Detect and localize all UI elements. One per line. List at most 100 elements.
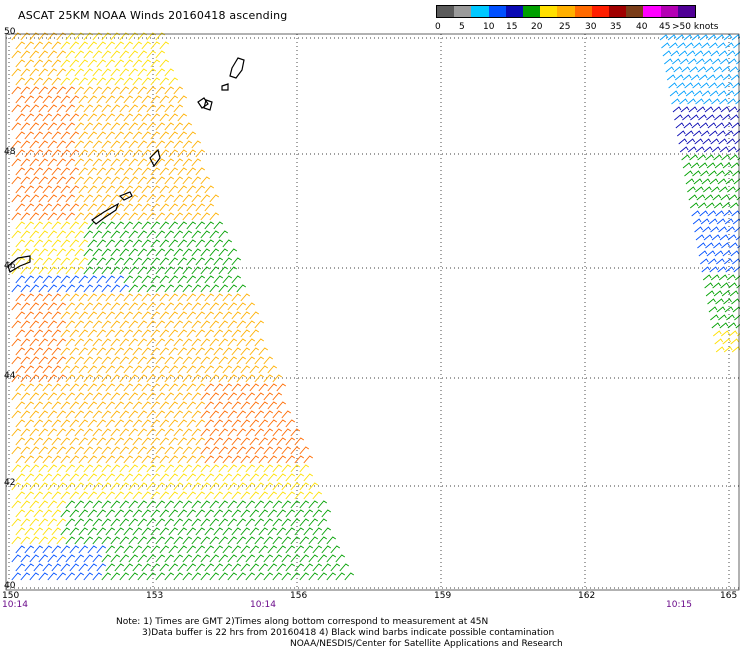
wind-barb — [719, 98, 728, 105]
wind-barb — [132, 473, 143, 482]
wind-barb — [737, 245, 740, 249]
wind-barb — [47, 374, 58, 383]
wind-barb — [231, 437, 242, 446]
wind-barb — [96, 527, 107, 536]
wind-barb — [15, 365, 26, 374]
wind-barb — [65, 68, 76, 77]
wind-barb — [723, 298, 732, 305]
wind-barb — [65, 104, 76, 113]
wind-barb — [69, 329, 80, 338]
wind-barb — [33, 491, 44, 500]
wind-barb — [670, 50, 680, 57]
wind-barb — [83, 572, 94, 581]
wind-barb — [308, 482, 319, 491]
scale-segment — [523, 6, 541, 17]
wind-barb — [299, 572, 310, 581]
wind-barb — [128, 410, 139, 419]
wind-barb — [20, 554, 31, 563]
wind-barb — [164, 392, 175, 401]
wind-barb — [47, 68, 58, 77]
wind-barb — [65, 122, 76, 131]
wind-barb — [254, 500, 265, 509]
wind-barb — [101, 104, 112, 113]
wind-barb — [20, 482, 31, 491]
latitude-label: 48 — [4, 147, 16, 157]
wind-barb — [69, 527, 80, 536]
wind-barb — [114, 527, 125, 536]
wind-barb — [137, 194, 148, 203]
wind-barb — [33, 401, 44, 410]
wind-barb — [65, 158, 76, 167]
wind-barb — [69, 473, 80, 482]
wind-barb — [227, 464, 238, 473]
wind-barb — [236, 320, 247, 329]
wind-barb — [42, 275, 53, 284]
wind-barb — [105, 365, 116, 374]
wind-barb — [137, 572, 148, 581]
wind-barb — [119, 446, 130, 455]
wind-barb — [83, 536, 94, 545]
wind-barb — [263, 356, 274, 365]
scale-label: 25 — [559, 22, 571, 32]
wind-barb — [51, 545, 62, 554]
wind-barb — [164, 86, 175, 95]
wind-barb — [92, 50, 103, 59]
wind-barb — [47, 32, 58, 41]
wind-barb — [240, 365, 251, 374]
wind-barb — [101, 284, 112, 293]
wind-barb — [92, 158, 103, 167]
wind-barb — [92, 176, 103, 185]
wind-barb — [65, 518, 76, 527]
wind-barb — [101, 410, 112, 419]
wind-barb — [15, 257, 26, 266]
wind-barb — [119, 392, 130, 401]
wind-barb — [47, 212, 58, 221]
wind-barb — [299, 554, 310, 563]
wind-barb — [177, 401, 188, 410]
wind-barb — [662, 50, 672, 57]
wind-barb — [33, 383, 44, 392]
wind-barb — [705, 66, 715, 73]
wind-barb — [96, 563, 107, 572]
wind-barb — [150, 419, 161, 428]
wind-barb — [714, 338, 724, 345]
wind-barb — [92, 320, 103, 329]
wind-barb — [155, 284, 166, 293]
wind-barb — [33, 41, 44, 50]
wind-barb — [705, 290, 715, 297]
wind-barb — [11, 356, 22, 365]
wind-barb — [159, 221, 170, 230]
wind-barb — [146, 536, 157, 545]
note-line: NOAA/NESDIS/Center for Satellite Applica… — [290, 639, 563, 649]
wind-barb — [42, 131, 53, 140]
wind-barb — [105, 455, 116, 464]
wind-barb — [20, 302, 31, 311]
wind-barb — [42, 77, 53, 86]
wind-barb — [686, 50, 696, 57]
wind-barb — [712, 58, 721, 65]
wind-barb — [168, 455, 179, 464]
wind-barb — [173, 572, 184, 581]
wind-barb — [731, 298, 740, 305]
wind-barb — [276, 545, 287, 554]
wind-barb — [56, 338, 67, 347]
wind-barb — [218, 320, 229, 329]
wind-barb — [33, 113, 44, 122]
wind-barb — [168, 203, 179, 212]
wind-barb — [218, 554, 229, 563]
latitude-label: 42 — [4, 478, 16, 488]
wind-barb — [128, 482, 139, 491]
wind-barb — [119, 536, 130, 545]
longitude-label: 159 — [434, 591, 452, 601]
wind-barb — [725, 42, 734, 49]
wind-barb — [65, 374, 76, 383]
wind-barb — [78, 95, 89, 104]
wind-barb — [711, 98, 720, 105]
wind-barb — [213, 347, 224, 356]
wind-barb — [92, 554, 103, 563]
wind-barb — [24, 149, 35, 158]
wind-barb — [51, 563, 62, 572]
wind-barb — [105, 347, 116, 356]
wind-barb — [132, 545, 143, 554]
wind-barb — [697, 66, 707, 73]
